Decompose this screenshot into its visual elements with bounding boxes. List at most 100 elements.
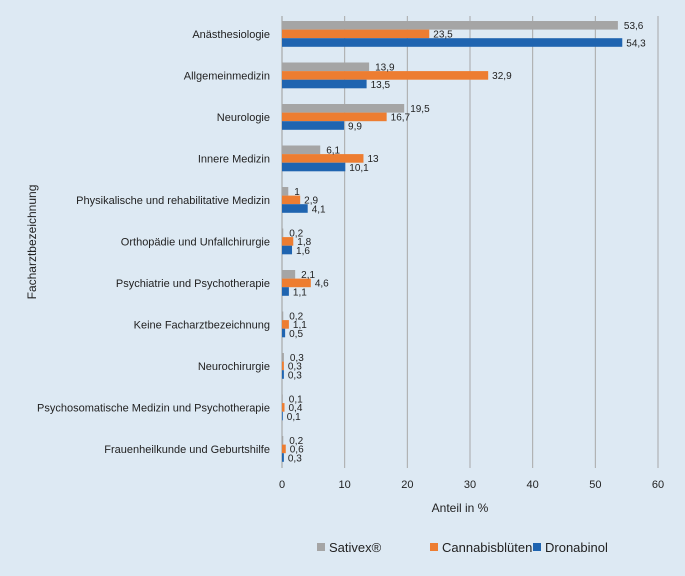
- bar-sativex: [282, 104, 405, 113]
- x-axis-title: Anteil in %: [432, 501, 489, 515]
- x-tick-label: 0: [279, 479, 285, 491]
- x-tick-label: 10: [339, 479, 351, 491]
- legend-swatch: [430, 543, 438, 551]
- bar-dronabinol: [282, 38, 623, 47]
- data-label: 1,1: [293, 287, 307, 298]
- category-label: Physikalische und rehabilitative Medizin: [76, 195, 270, 207]
- data-label: 13,5: [371, 80, 391, 91]
- bar-dronabinol: [282, 79, 367, 89]
- category-label: Anästhesiologie: [192, 29, 270, 41]
- bar-sativex: [282, 145, 321, 155]
- bar-cannabisblten: [282, 195, 301, 205]
- bar-sativex: [282, 21, 618, 30]
- data-label: 0,1: [289, 395, 303, 406]
- bar-cannabisblten: [282, 444, 286, 454]
- bars: [282, 21, 623, 462]
- data-label: 1,8: [297, 237, 311, 248]
- bar-cannabisblten: [282, 112, 387, 122]
- data-label: 1: [294, 187, 300, 198]
- x-tick-label: 30: [464, 479, 476, 491]
- bar-dronabinol: [282, 328, 286, 338]
- bar-cannabisblten: [282, 71, 489, 80]
- data-label: 0,1: [287, 412, 301, 423]
- x-tick-label: 20: [401, 479, 413, 491]
- data-label: 0,6: [290, 445, 304, 456]
- grid: [281, 16, 659, 468]
- data-label: 13,9: [375, 63, 395, 74]
- data-label: 13: [367, 154, 379, 165]
- category-label: Neurologie: [217, 112, 270, 124]
- data-label: 0,2: [289, 312, 303, 323]
- bar-sativex: [282, 394, 283, 404]
- bar-dronabinol: [282, 162, 346, 172]
- category-label: Keine Facharztbezeichnung: [134, 319, 270, 331]
- y-axis-title: Facharztbezeichnung: [25, 185, 39, 300]
- legend-label: Sativex®: [329, 540, 382, 555]
- data-label: 0,3: [290, 353, 304, 364]
- x-tick-label: 40: [527, 479, 539, 491]
- data-label: 0,2: [289, 229, 303, 240]
- category-label: Allgemeinmedizin: [184, 70, 270, 82]
- data-label: 2,9: [304, 196, 318, 207]
- data-label: 32,9: [492, 71, 512, 82]
- data-label: 6,1: [326, 146, 340, 157]
- bar-cannabisblten: [282, 320, 289, 329]
- data-label: 0,2: [289, 436, 303, 447]
- data-label: 0,3: [288, 370, 302, 381]
- legend-swatch: [317, 543, 325, 551]
- legend-label: Dronabinol: [545, 540, 608, 555]
- category-label: Psychosomatische Medizin und Psychothera…: [37, 402, 270, 414]
- x-tick-labels: 0 10 20 30 40 50 60: [279, 479, 664, 491]
- legend: Sativex® Cannabisblüten Dronabinol: [317, 540, 608, 555]
- bar-sativex: [282, 353, 284, 362]
- data-label: 9,9: [348, 121, 362, 132]
- legend-swatch: [533, 543, 541, 551]
- data-label: 16,7: [391, 113, 411, 124]
- bar-dronabinol: [282, 411, 283, 421]
- data-label: 2,1: [301, 270, 315, 281]
- bar-dronabinol: [282, 370, 284, 379]
- bar-sativex: [282, 62, 370, 72]
- data-label: 1,1: [293, 320, 307, 331]
- category-label: Frauenheilkunde und Geburtshilfe: [104, 444, 270, 456]
- bar-sativex: [282, 311, 284, 321]
- bar-dronabinol: [282, 453, 284, 462]
- data-label: 10,1: [349, 163, 369, 174]
- category-label: Psychiatrie und Psychotherapie: [116, 278, 270, 290]
- data-label: 53,6: [624, 21, 644, 32]
- data-label: 54,3: [626, 38, 646, 49]
- legend-label: Cannabisblüten: [442, 540, 532, 555]
- data-label: 4,6: [315, 279, 329, 290]
- bar-sativex: [282, 436, 284, 445]
- bar-cannabisblten: [282, 403, 285, 412]
- bar-cannabisblten: [282, 278, 311, 288]
- bar-dronabinol: [282, 204, 308, 213]
- data-label: 4,1: [312, 204, 326, 215]
- bar-sativex: [282, 270, 296, 279]
- bar-dronabinol: [282, 121, 345, 130]
- data-labels: 53,6 23,5 54,3 13,9 32,9 13,5 19,516,7 9,9 6,1 13…: [287, 21, 646, 464]
- bar-dronabinol: [282, 245, 293, 255]
- bar-cannabisblten: [282, 29, 430, 39]
- x-tick-label: 50: [589, 479, 601, 491]
- bar-dronabinol: [282, 287, 289, 296]
- category-label: Innere Medizin: [198, 153, 270, 165]
- bar-sativex: [282, 228, 284, 238]
- bar-sativex: [282, 187, 289, 196]
- data-label: 0,3: [288, 362, 302, 373]
- data-label: 0,5: [289, 329, 303, 340]
- category-label: Orthopädie und Unfallchirurgie: [121, 236, 270, 248]
- data-label: 0,4: [289, 403, 303, 414]
- data-label: 0,3: [288, 453, 302, 464]
- x-tick-label: 60: [652, 479, 664, 491]
- bar-cannabisblten: [282, 237, 294, 246]
- data-label: 1,6: [296, 246, 310, 257]
- category-label: Neurochirurgie: [198, 361, 270, 373]
- data-label: 23,5: [433, 30, 453, 41]
- data-label: 19,5: [410, 104, 430, 115]
- category-labels: Anästhesiologie Allgemeinmedizin Neurologi…: [37, 29, 270, 456]
- bar-cannabisblten: [282, 154, 364, 163]
- bar-cannabisblten: [282, 361, 284, 371]
